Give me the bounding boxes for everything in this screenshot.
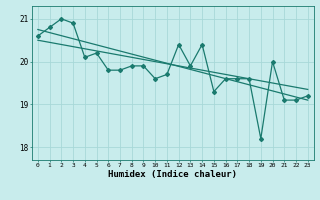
X-axis label: Humidex (Indice chaleur): Humidex (Indice chaleur)	[108, 170, 237, 179]
